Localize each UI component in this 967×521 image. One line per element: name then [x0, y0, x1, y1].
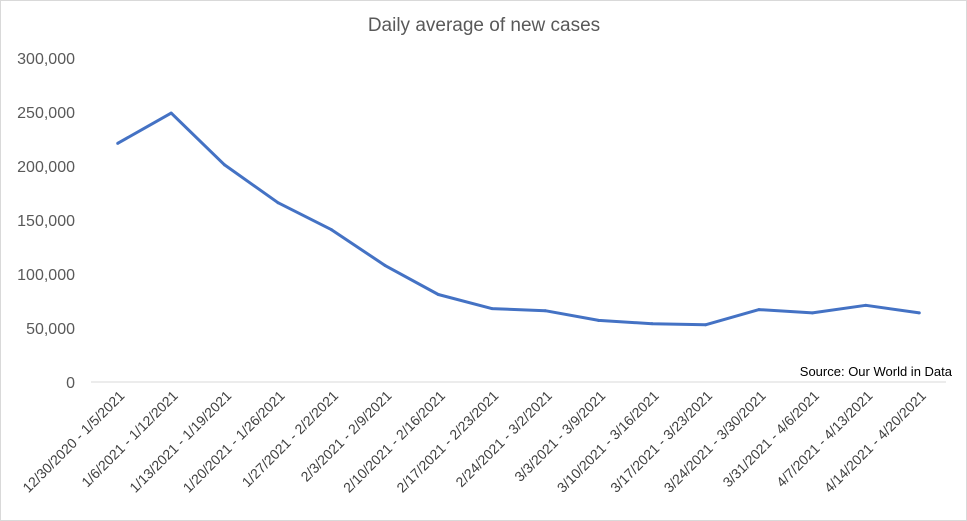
x-tick-label: 2/3/2021 - 2/9/2021 [297, 387, 394, 484]
y-tick-label: 300,000 [17, 51, 75, 68]
data-point [597, 318, 601, 322]
data-point [704, 323, 708, 327]
x-tick-label: 1/6/2021 - 1/12/2021 [78, 387, 181, 490]
x-tick-label: 1/27/2021 - 2/2/2021 [239, 387, 342, 490]
data-point [864, 303, 868, 307]
x-tick-label: 2/24/2021 - 3/2/2021 [452, 387, 555, 490]
x-tick-label: 3/3/2021 - 3/9/2021 [511, 387, 608, 484]
x-tick-label: 2/10/2021 - 2/16/2021 [340, 387, 448, 495]
data-point [810, 311, 814, 315]
y-tick-label: 100,000 [17, 267, 75, 284]
data-point [917, 311, 921, 315]
data-point [383, 263, 387, 267]
x-tick-label: 3/17/2021 - 3/23/2021 [607, 387, 715, 495]
x-tick-label: 4/14/2021 - 4/20/2021 [821, 387, 929, 495]
x-tick-label: 4/7/2021 - 4/13/2021 [773, 387, 876, 490]
data-point [169, 111, 173, 115]
data-point [757, 308, 761, 312]
y-tick-label: 200,000 [17, 159, 75, 176]
x-tick-label: 3/10/2021 - 3/16/2021 [554, 387, 662, 495]
data-point [650, 322, 654, 326]
chart-title: Daily average of new cases [368, 15, 600, 36]
y-tick-label: 150,000 [17, 213, 75, 230]
x-tick-label: 1/20/2021 - 1/26/2021 [180, 387, 288, 495]
data-point [116, 141, 120, 145]
x-tick-label: 1/13/2021 - 1/19/2021 [126, 387, 234, 495]
x-tick-label: 12/30/2020 - 1/5/2021 [19, 387, 127, 495]
data-point [223, 163, 227, 167]
data-point [276, 201, 280, 205]
series-line [116, 111, 920, 327]
data-points [116, 111, 921, 327]
data-point [490, 307, 494, 311]
y-tick-label: 250,000 [17, 105, 75, 122]
y-tick-label: 50,000 [26, 321, 75, 338]
x-tick-label: 3/24/2021 - 3/30/2021 [661, 387, 769, 495]
data-point [329, 228, 333, 232]
y-tick-label: 0 [66, 375, 75, 392]
x-tick-label: 3/31/2021 - 4/6/2021 [719, 387, 822, 490]
data-point [436, 293, 440, 297]
x-tick-label: 2/17/2021 - 2/23/2021 [393, 387, 501, 495]
source-annotation: Source: Our World in Data [800, 364, 953, 379]
y-axis-ticks: 0 50,000 100,000 150,000 200,000 250,000 300,0… [17, 51, 75, 392]
data-point [543, 309, 547, 313]
